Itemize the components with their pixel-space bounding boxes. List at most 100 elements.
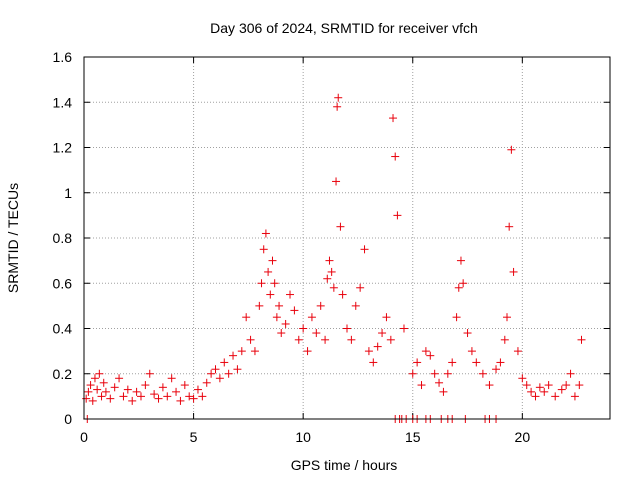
data-point [399, 324, 408, 333]
data-point [163, 392, 172, 401]
data-point [327, 267, 336, 276]
data-points [82, 93, 586, 423]
data-point [294, 335, 303, 344]
data-point [329, 283, 338, 292]
data-point [459, 279, 468, 288]
data-point [229, 351, 238, 360]
x-axis-label: GPS time / hours [291, 457, 398, 473]
data-point [215, 374, 224, 383]
data-point [268, 256, 277, 265]
data-point [393, 211, 402, 220]
data-point [264, 267, 273, 276]
y-tick-label: 0.2 [53, 366, 73, 382]
data-point [150, 390, 159, 399]
data-point [286, 290, 295, 299]
data-point [132, 387, 141, 396]
y-tick-label: 0.6 [53, 275, 73, 291]
data-point [391, 152, 400, 161]
data-point [562, 381, 571, 390]
data-point [378, 329, 387, 338]
x-tick-label: 10 [295, 429, 311, 445]
x-tick-label: 15 [405, 429, 421, 445]
data-point [82, 394, 91, 403]
data-point [439, 387, 448, 396]
data-point [303, 347, 312, 356]
data-point [456, 256, 465, 265]
data-point [185, 392, 194, 401]
data-point [250, 347, 259, 356]
data-point [531, 392, 540, 401]
data-point [321, 335, 330, 344]
data-point [220, 358, 229, 367]
data-point [551, 392, 560, 401]
y-tick-label: 1.4 [53, 94, 73, 110]
data-point [97, 392, 106, 401]
data-point [386, 335, 395, 344]
data-point [505, 222, 514, 231]
data-point [364, 347, 373, 356]
data-point [312, 329, 321, 338]
data-point [198, 392, 207, 401]
data-point [454, 283, 463, 292]
data-point [389, 114, 398, 123]
y-tick-label: 0.4 [53, 321, 73, 337]
data-point [261, 229, 270, 238]
y-tick-label: 1.2 [53, 140, 73, 156]
data-point [351, 301, 360, 310]
y-tick-label: 0 [64, 411, 72, 427]
data-point [325, 256, 334, 265]
data-point [110, 383, 119, 392]
data-point [507, 145, 516, 154]
data-point [509, 267, 518, 276]
data-point [577, 335, 586, 344]
data-point [275, 301, 284, 310]
data-point [356, 283, 365, 292]
data-point [172, 387, 181, 396]
data-point [382, 313, 391, 322]
data-point [299, 324, 308, 333]
data-point [496, 358, 505, 367]
y-axis-label: SRMTID / TECUs [5, 183, 21, 293]
data-point [266, 290, 275, 299]
data-point [99, 378, 108, 387]
data-point [154, 394, 163, 403]
data-point [417, 381, 426, 390]
data-point [224, 369, 233, 378]
data-point [540, 387, 549, 396]
data-point [202, 378, 211, 387]
data-point [176, 396, 185, 405]
x-tick-label: 5 [190, 429, 198, 445]
data-point [566, 369, 575, 378]
data-point [167, 374, 176, 383]
data-point [492, 365, 501, 374]
data-point [323, 274, 332, 283]
data-point [145, 369, 154, 378]
data-point [332, 177, 341, 186]
data-point [467, 347, 476, 356]
data-point [334, 93, 343, 102]
data-point [544, 381, 553, 390]
data-point [246, 335, 255, 344]
data-point [101, 387, 110, 396]
data-point [86, 381, 95, 390]
data-point [527, 387, 536, 396]
data-point [277, 329, 286, 338]
axis-ticks: 0 0.2 0.4 0.6 0.8 1 1.2 1.4 1.6 0 5 10 15 20 [53, 49, 610, 445]
data-point [242, 313, 251, 322]
data-point [408, 369, 417, 378]
data-point [472, 358, 481, 367]
y-tick-label: 1.6 [53, 49, 73, 65]
data-point [257, 279, 266, 288]
data-point [193, 385, 202, 394]
y-tick-label: 0.8 [53, 230, 73, 246]
data-point [502, 313, 511, 322]
data-point [272, 313, 281, 322]
data-point [575, 381, 584, 390]
data-point [158, 383, 167, 392]
data-point [426, 351, 435, 360]
data-point [369, 358, 378, 367]
data-point [259, 245, 268, 254]
data-point [270, 279, 279, 288]
data-point [435, 378, 444, 387]
